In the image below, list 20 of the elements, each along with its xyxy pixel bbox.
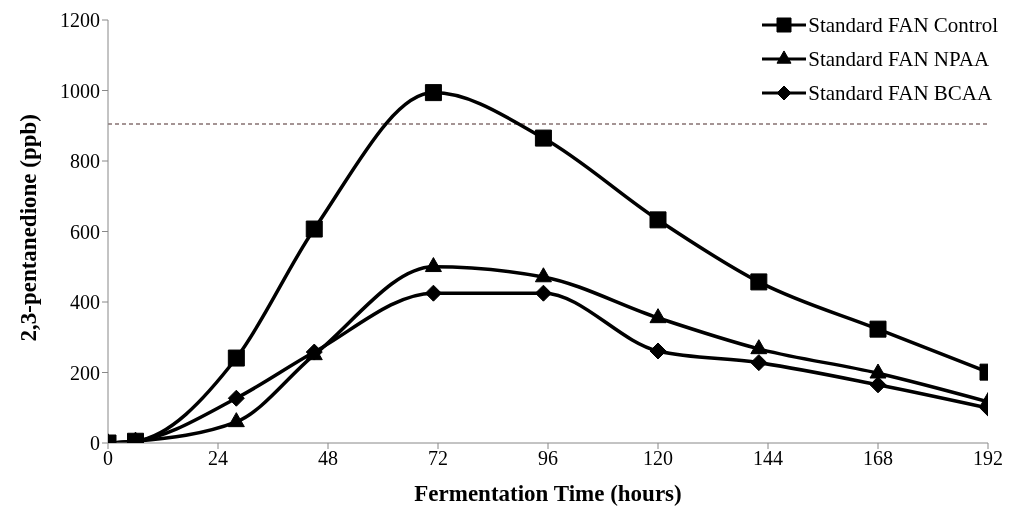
legend-label: Standard FAN Control bbox=[808, 12, 998, 39]
y-tick-label: 800 bbox=[70, 150, 100, 173]
y-tick-label: 0 bbox=[90, 432, 100, 455]
x-tick-label: 192 bbox=[973, 447, 1003, 470]
y-axis-title: 2,3-pentanedione (ppb) bbox=[16, 114, 42, 342]
x-tick-label: 96 bbox=[538, 447, 558, 470]
x-tick-label: 168 bbox=[863, 447, 893, 470]
y-tick-label: 600 bbox=[70, 220, 100, 243]
y-tick-label: 1200 bbox=[60, 9, 100, 32]
x-tick-label: 48 bbox=[318, 447, 338, 470]
x-tick-label: 144 bbox=[753, 447, 783, 470]
x-axis-title: Fermentation Time (hours) bbox=[414, 481, 682, 506]
y-tick-label: 200 bbox=[70, 361, 100, 384]
x-tick-label: 72 bbox=[428, 447, 448, 470]
y-tick-label: 1000 bbox=[60, 79, 100, 102]
legend-label: Standard FAN NPAA bbox=[808, 46, 990, 73]
y-tick-label: 400 bbox=[70, 291, 100, 314]
x-tick-label: 24 bbox=[208, 447, 228, 470]
legend-label: Standard FAN BCAA bbox=[808, 80, 993, 107]
x-tick-label: 120 bbox=[643, 447, 673, 470]
